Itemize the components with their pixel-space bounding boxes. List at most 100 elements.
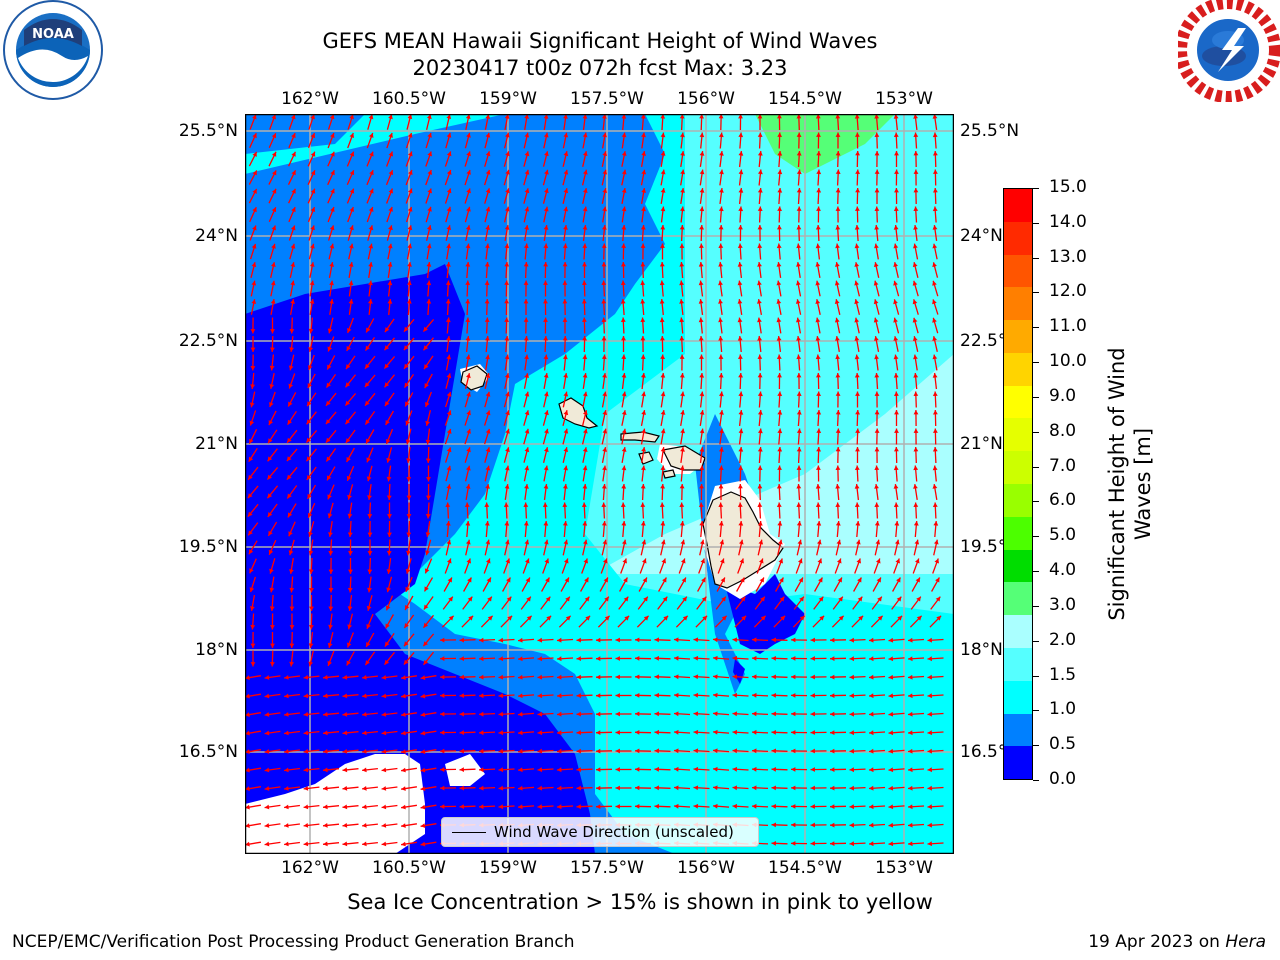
wave-direction-arrowhead	[679, 243, 685, 248]
wave-direction-arrowhead	[810, 656, 815, 661]
wave-direction-arrowhead	[830, 637, 835, 643]
wave-direction-arrowhead	[849, 730, 854, 736]
wave-direction-arrowhead	[641, 428, 646, 434]
wave-direction-arrowhead	[776, 336, 782, 341]
wave-direction-arrowhead	[459, 804, 464, 809]
wave-direction-arrowhead	[601, 336, 607, 341]
wave-direction-arrowhead	[306, 419, 312, 425]
wave-direction-arrowhead	[348, 551, 353, 556]
wave-direction-arrowhead	[913, 521, 919, 526]
wave-direction-arrowhead	[654, 748, 659, 754]
wave-direction-arrowhead	[776, 299, 782, 304]
wave-direction-arrowhead	[269, 606, 275, 611]
wave-direction-arrowhead	[384, 401, 390, 407]
top-lon-tick: 160.5°W	[372, 89, 446, 109]
wave-direction-arrowhead	[385, 439, 391, 444]
wave-direction-arrowhead	[582, 336, 587, 341]
wave-direction-arrowhead	[660, 428, 666, 434]
wave-direction-arrowhead	[927, 730, 932, 736]
wave-direction-arrowhead	[366, 327, 371, 333]
colorbar-tick-label: 13.0	[1049, 246, 1087, 267]
wave-direction-arrowhead	[810, 785, 815, 791]
colorbar-cell	[1004, 484, 1032, 517]
wave-direction-arrowhead	[362, 767, 367, 773]
wave-direction-arrowhead	[576, 730, 581, 735]
wave-direction-arrowhead	[674, 785, 679, 791]
wave-direction-arrowhead	[932, 354, 938, 360]
wave-direction-arrowhead	[386, 476, 392, 482]
wave-direction-arrowhead	[582, 465, 588, 471]
wave-direction-arrowhead	[407, 114, 413, 120]
wave-direction-arrowhead	[346, 346, 351, 351]
wave-direction-arrowhead	[251, 299, 257, 304]
wave-direction-arrowhead	[388, 114, 393, 120]
wave-direction-arrowhead	[557, 693, 562, 699]
wave-direction-arrowhead	[699, 114, 704, 119]
wave-direction-arrowhead	[835, 151, 841, 156]
wave-direction-arrowhead	[815, 280, 821, 286]
wave-direction-arrowhead	[387, 280, 393, 286]
wave-direction-arrowhead	[654, 803, 659, 809]
wave-direction-arrowhead	[854, 484, 860, 489]
wave-direction-arrowhead	[635, 711, 640, 717]
wave-direction-arrowhead	[621, 169, 627, 175]
wave-direction-arrowhead	[888, 711, 894, 717]
wave-direction-arrowhead	[329, 114, 335, 120]
island-kahoolawe	[662, 469, 676, 479]
wave-direction-arrowhead	[771, 841, 776, 846]
wave-direction-arrowhead	[908, 711, 913, 717]
wave-direction-arrowhead	[640, 336, 646, 341]
wave-direction-arrowhead	[757, 484, 763, 489]
wave-direction-arrowhead	[721, 615, 727, 621]
wave-direction-arrowhead	[635, 767, 640, 772]
wave-direction-arrowhead	[641, 188, 646, 193]
wave-direction-arrowhead	[674, 766, 679, 772]
wave-direction-arrowhead	[642, 577, 647, 583]
wave-direction-arrowhead	[737, 317, 743, 323]
wave-direction-arrowhead	[362, 749, 367, 754]
wave-direction-arrowhead	[342, 786, 348, 791]
wave-direction-arrowhead	[888, 730, 894, 736]
wave-direction-arrowhead	[699, 484, 704, 489]
wave-direction-arrowhead	[309, 606, 314, 611]
wave-direction-arrowhead	[935, 577, 940, 583]
wave-direction-arrowhead	[621, 447, 627, 452]
wave-direction-arrowhead	[830, 693, 835, 698]
wave-direction-arrowhead	[576, 693, 581, 698]
wave-direction-arrowhead	[446, 225, 452, 230]
wave-direction-arrowhead	[466, 373, 471, 379]
wave-direction-arrowhead	[815, 225, 821, 230]
wave-direction-arrowhead	[660, 188, 666, 193]
wave-direction-arrowhead	[855, 447, 860, 452]
wave-direction-arrowhead	[719, 169, 724, 175]
wave-direction-arrowhead	[404, 641, 409, 647]
wave-direction-arrowhead	[524, 465, 530, 471]
wave-direction-arrowhead	[738, 447, 744, 452]
wave-direction-arrowhead	[347, 494, 352, 500]
wave-direction-arrowhead	[303, 712, 309, 717]
wave-direction-arrowhead	[582, 262, 587, 267]
wave-direction-arrowhead	[810, 841, 815, 846]
wave-direction-arrowhead	[835, 206, 841, 211]
bottom-lon-tick: 160.5°W	[372, 858, 446, 878]
wave-direction-arrowhead	[367, 569, 373, 574]
wave-direction-arrowhead	[660, 447, 666, 452]
wave-direction-arrowhead	[309, 280, 315, 286]
wave-direction-arrowhead	[713, 729, 718, 735]
wave-direction-arrowhead	[835, 354, 840, 360]
wave-direction-arrowhead	[869, 841, 874, 847]
wave-direction-arrowhead	[674, 674, 679, 680]
wave-direction-arrowhead	[818, 596, 824, 602]
wave-direction-arrowhead	[932, 225, 938, 230]
wave-direction-arrowhead	[576, 637, 581, 643]
wave-direction-arrowhead	[791, 711, 796, 717]
wave-direction-arrowhead	[659, 280, 665, 286]
wave-direction-arrowhead	[582, 521, 588, 526]
wave-direction-arrowhead	[698, 502, 704, 507]
wave-direction-arrowhead	[932, 373, 938, 378]
wave-direction-arrowhead	[445, 317, 451, 323]
wave-direction-arrowhead	[776, 243, 782, 249]
wave-direction-arrowhead	[249, 420, 255, 426]
top-lon-tick: 154.5°W	[768, 89, 842, 109]
wave-direction-arrowhead	[796, 317, 801, 323]
